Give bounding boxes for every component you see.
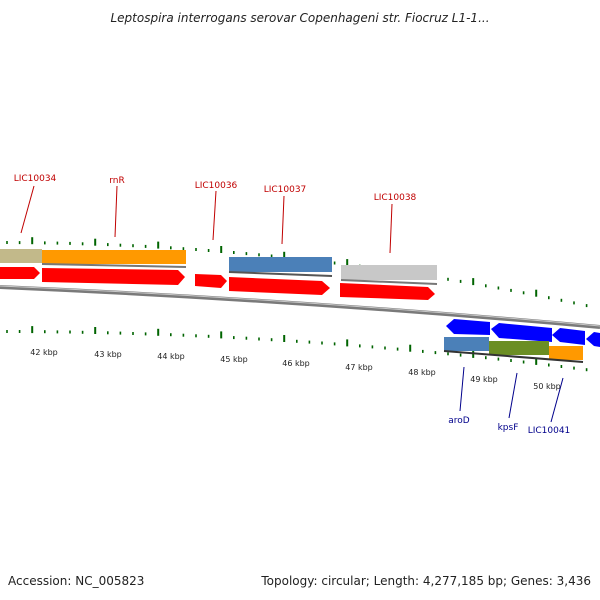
scale-label-49kbp: 49 kbp xyxy=(470,375,498,384)
gene-label-arod[interactable]: aroD xyxy=(448,416,470,426)
feature-bar-gray-shadow xyxy=(340,279,438,285)
upper-tick-row xyxy=(6,237,588,308)
gene-label-lic10037[interactable]: LIC10037 xyxy=(264,185,307,195)
gene-label-lic10038[interactable]: LIC10038 xyxy=(374,193,417,203)
leader-line-lic10034 xyxy=(20,185,35,234)
feature-bar-orange[interactable] xyxy=(42,250,186,264)
cds-arrow-5[interactable] xyxy=(340,283,435,300)
genome-backbone-highlight xyxy=(0,285,600,327)
cds-arrow-4[interactable] xyxy=(229,277,330,295)
scale-label-44kbp: 44 kbp xyxy=(157,352,185,361)
gene-label-lic10034[interactable]: LIC10034 xyxy=(14,174,57,184)
cds-arrow-3[interactable] xyxy=(195,274,227,288)
leader-line-lic10037 xyxy=(281,195,285,245)
footer-accession: Accession: NC_005823 xyxy=(8,574,144,588)
leader-line-arod xyxy=(459,366,465,412)
scale-label-45kbp: 45 kbp xyxy=(220,355,248,364)
genome-backbone xyxy=(0,285,600,329)
feature-bar-lower-shadow xyxy=(443,350,584,363)
scale-label-48kbp: 48 kbp xyxy=(408,368,436,377)
footer-stats: Topology: circular; Length: 4,277,185 bp… xyxy=(260,574,591,588)
scale-label-47kbp: 47 kbp xyxy=(345,363,373,372)
cds-reverse-arrow-3[interactable] xyxy=(552,328,585,345)
lower-tick-row xyxy=(6,326,588,372)
cds-arrow-2[interactable] xyxy=(42,268,185,285)
gene-label-kpsf[interactable]: kpsF xyxy=(498,423,519,433)
feature-bar-gray[interactable] xyxy=(341,265,437,280)
cds-reverse-arrow-1[interactable] xyxy=(446,319,490,335)
feature-bar-olive[interactable] xyxy=(0,249,42,263)
feature-bar-steelblue-shadow xyxy=(228,271,333,277)
leader-line-lic10041 xyxy=(550,377,564,423)
scale-label-46kbp: 46 kbp xyxy=(282,359,310,368)
gene-label-lic10036[interactable]: LIC10036 xyxy=(195,181,238,191)
scale-label-42kbp: 42 kbp xyxy=(30,348,58,357)
leader-line-lic10036 xyxy=(212,190,217,241)
cds-arrow-1[interactable] xyxy=(0,267,40,279)
map-title: Leptospira interrogans serovar Copenhage… xyxy=(110,11,489,25)
gene-label-lic10041[interactable]: LIC10041 xyxy=(528,426,571,436)
cds-reverse-arrow-4[interactable] xyxy=(586,332,600,347)
feature-bar-lower-steelblue[interactable] xyxy=(444,337,489,351)
feature-bar-lower-orange[interactable] xyxy=(549,346,583,360)
feature-bar-lower-green[interactable] xyxy=(489,341,549,355)
leader-line-kpsf xyxy=(508,372,518,419)
feature-bar-steelblue[interactable] xyxy=(229,257,332,272)
scale-label-50kbp: 50 kbp xyxy=(533,382,561,391)
cds-reverse-arrow-2[interactable] xyxy=(491,323,552,342)
leader-line-rnr xyxy=(114,185,118,238)
leader-line-lic10038 xyxy=(389,203,393,254)
feature-bar-orange-shadow xyxy=(41,263,187,268)
scale-label-43kbp: 43 kbp xyxy=(94,350,122,359)
gene-label-rnr[interactable]: rnR xyxy=(109,176,125,186)
